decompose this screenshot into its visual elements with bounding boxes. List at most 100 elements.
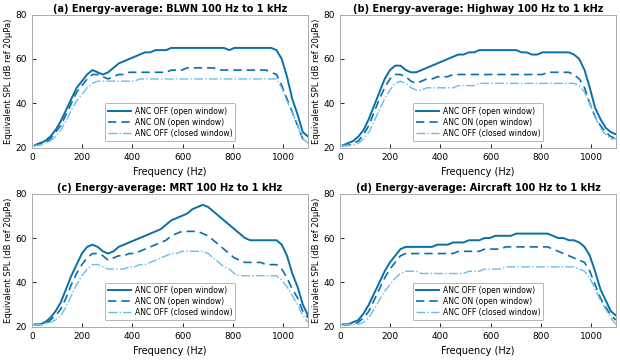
ANC ON (open window) <box>497 247 504 251</box>
ANC OFF (open window) <box>194 46 202 50</box>
ANC OFF (closed window) <box>507 81 515 86</box>
Y-axis label: Equivalent SPL (dB ref 20μPa): Equivalent SPL (dB ref 20μPa) <box>312 198 321 323</box>
ANC OFF (open window) <box>167 46 175 50</box>
ANC OFF (open window) <box>304 314 312 318</box>
ANC OFF (open window) <box>497 234 504 238</box>
ANC OFF (closed window) <box>31 322 38 327</box>
ANC ON (open window) <box>210 238 217 242</box>
ANC ON (open window) <box>513 72 520 77</box>
ANC OFF (closed window) <box>502 265 510 269</box>
ANC OFF (closed window) <box>247 77 254 81</box>
ANC OFF (closed window) <box>199 77 206 81</box>
ANC OFF (open window) <box>210 209 217 213</box>
ANC OFF (closed window) <box>339 143 347 148</box>
ANC ON (open window) <box>412 251 420 256</box>
ANC OFF (closed window) <box>194 77 202 81</box>
Title: (b) Energy-average: Highway 100 Hz to 1 kHz: (b) Energy-average: Highway 100 Hz to 1 … <box>353 4 603 14</box>
ANC ON (open window) <box>31 143 38 148</box>
Legend: ANC OFF (open window), ANC ON (open window), ANC OFF (closed window): ANC OFF (open window), ANC ON (open wind… <box>413 283 543 320</box>
ANC ON (open window) <box>518 245 525 249</box>
ANC OFF (open window) <box>554 50 562 54</box>
Title: (d) Energy-average: Aircraft 100 Hz to 1 kHz: (d) Energy-average: Aircraft 100 Hz to 1… <box>356 183 601 193</box>
ANC OFF (open window) <box>586 253 593 258</box>
ANC ON (open window) <box>278 84 285 88</box>
ANC OFF (closed window) <box>502 81 510 86</box>
ANC ON (open window) <box>184 66 191 70</box>
ANC ON (open window) <box>278 267 285 271</box>
ANC OFF (open window) <box>194 205 202 209</box>
ANC ON (open window) <box>194 229 202 234</box>
ANC ON (open window) <box>554 70 562 75</box>
X-axis label: Frequency (Hz): Frequency (Hz) <box>441 346 515 356</box>
ANC ON (open window) <box>586 101 593 105</box>
Line: ANC OFF (closed window): ANC OFF (closed window) <box>343 81 616 145</box>
ANC OFF (open window) <box>554 236 562 240</box>
ANC OFF (closed window) <box>136 77 143 81</box>
ANC OFF (closed window) <box>397 79 404 83</box>
X-axis label: Frequency (Hz): Frequency (Hz) <box>441 167 515 177</box>
Line: ANC OFF (open window): ANC OFF (open window) <box>35 205 308 324</box>
Line: ANC OFF (closed window): ANC OFF (closed window) <box>343 267 616 324</box>
ANC ON (open window) <box>247 68 254 72</box>
ANC OFF (open window) <box>339 322 347 327</box>
X-axis label: Frequency (Hz): Frequency (Hz) <box>133 167 207 177</box>
ANC OFF (open window) <box>247 238 254 242</box>
ANC OFF (closed window) <box>497 267 504 271</box>
ANC ON (open window) <box>502 245 510 249</box>
Y-axis label: Equivalent SPL (dB ref 20μPa): Equivalent SPL (dB ref 20μPa) <box>4 198 13 323</box>
ANC ON (open window) <box>412 81 420 86</box>
Legend: ANC OFF (open window), ANC ON (open window), ANC OFF (closed window): ANC OFF (open window), ANC ON (open wind… <box>413 103 543 141</box>
ANC OFF (open window) <box>304 134 312 139</box>
ANC OFF (open window) <box>247 46 254 50</box>
Line: ANC ON (open window): ANC ON (open window) <box>35 68 308 145</box>
Title: (c) Energy-average: MRT 100 Hz to 1 kHz: (c) Energy-average: MRT 100 Hz to 1 kHz <box>58 183 283 193</box>
ANC OFF (open window) <box>104 70 112 75</box>
ANC ON (open window) <box>613 137 620 141</box>
Line: ANC OFF (open window): ANC OFF (open window) <box>35 48 308 145</box>
ANC OFF (open window) <box>210 46 217 50</box>
ANC OFF (open window) <box>104 251 112 256</box>
ANC OFF (closed window) <box>278 86 285 90</box>
ANC ON (open window) <box>613 318 620 322</box>
ANC OFF (open window) <box>502 234 510 238</box>
ANC OFF (open window) <box>586 86 593 90</box>
ANC OFF (closed window) <box>304 141 312 145</box>
ANC OFF (open window) <box>188 207 196 211</box>
ANC ON (open window) <box>104 77 112 81</box>
ANC OFF (closed window) <box>418 88 425 92</box>
Title: (a) Energy-average: BLWN 100 Hz to 1 kHz: (a) Energy-average: BLWN 100 Hz to 1 kHz <box>53 4 287 14</box>
ANC OFF (closed window) <box>507 265 515 269</box>
ANC OFF (closed window) <box>339 322 347 327</box>
Line: ANC OFF (closed window): ANC OFF (closed window) <box>35 251 308 324</box>
Line: ANC ON (open window): ANC ON (open window) <box>343 247 616 324</box>
ANC ON (open window) <box>339 143 347 148</box>
Line: ANC ON (open window): ANC ON (open window) <box>35 231 308 324</box>
ANC ON (open window) <box>544 70 551 75</box>
ANC OFF (closed window) <box>194 249 202 253</box>
ANC ON (open window) <box>178 229 185 234</box>
ANC OFF (closed window) <box>554 265 562 269</box>
Line: ANC ON (open window): ANC ON (open window) <box>343 72 616 145</box>
ANC OFF (closed window) <box>613 137 620 141</box>
ANC ON (open window) <box>194 66 202 70</box>
ANC OFF (closed window) <box>210 256 217 260</box>
ANC OFF (closed window) <box>278 278 285 282</box>
ANC ON (open window) <box>199 66 206 70</box>
Line: ANC OFF (open window): ANC OFF (open window) <box>343 50 616 145</box>
ANC OFF (open window) <box>613 314 620 318</box>
Legend: ANC OFF (open window), ANC ON (open window), ANC OFF (closed window): ANC OFF (open window), ANC ON (open wind… <box>105 283 235 320</box>
ANC OFF (open window) <box>507 48 515 52</box>
ANC OFF (closed window) <box>518 81 525 86</box>
ANC OFF (open window) <box>476 48 483 52</box>
ANC OFF (closed window) <box>613 322 620 327</box>
ANC ON (open window) <box>304 141 312 145</box>
ANC OFF (open window) <box>278 243 285 247</box>
Line: ANC OFF (closed window): ANC OFF (closed window) <box>35 79 308 145</box>
ANC OFF (open window) <box>613 132 620 136</box>
ANC OFF (closed window) <box>31 143 38 148</box>
ANC OFF (open window) <box>31 322 38 327</box>
ANC ON (open window) <box>104 258 112 262</box>
ANC OFF (open window) <box>31 143 38 148</box>
ANC OFF (open window) <box>278 57 285 61</box>
ANC OFF (open window) <box>339 143 347 148</box>
